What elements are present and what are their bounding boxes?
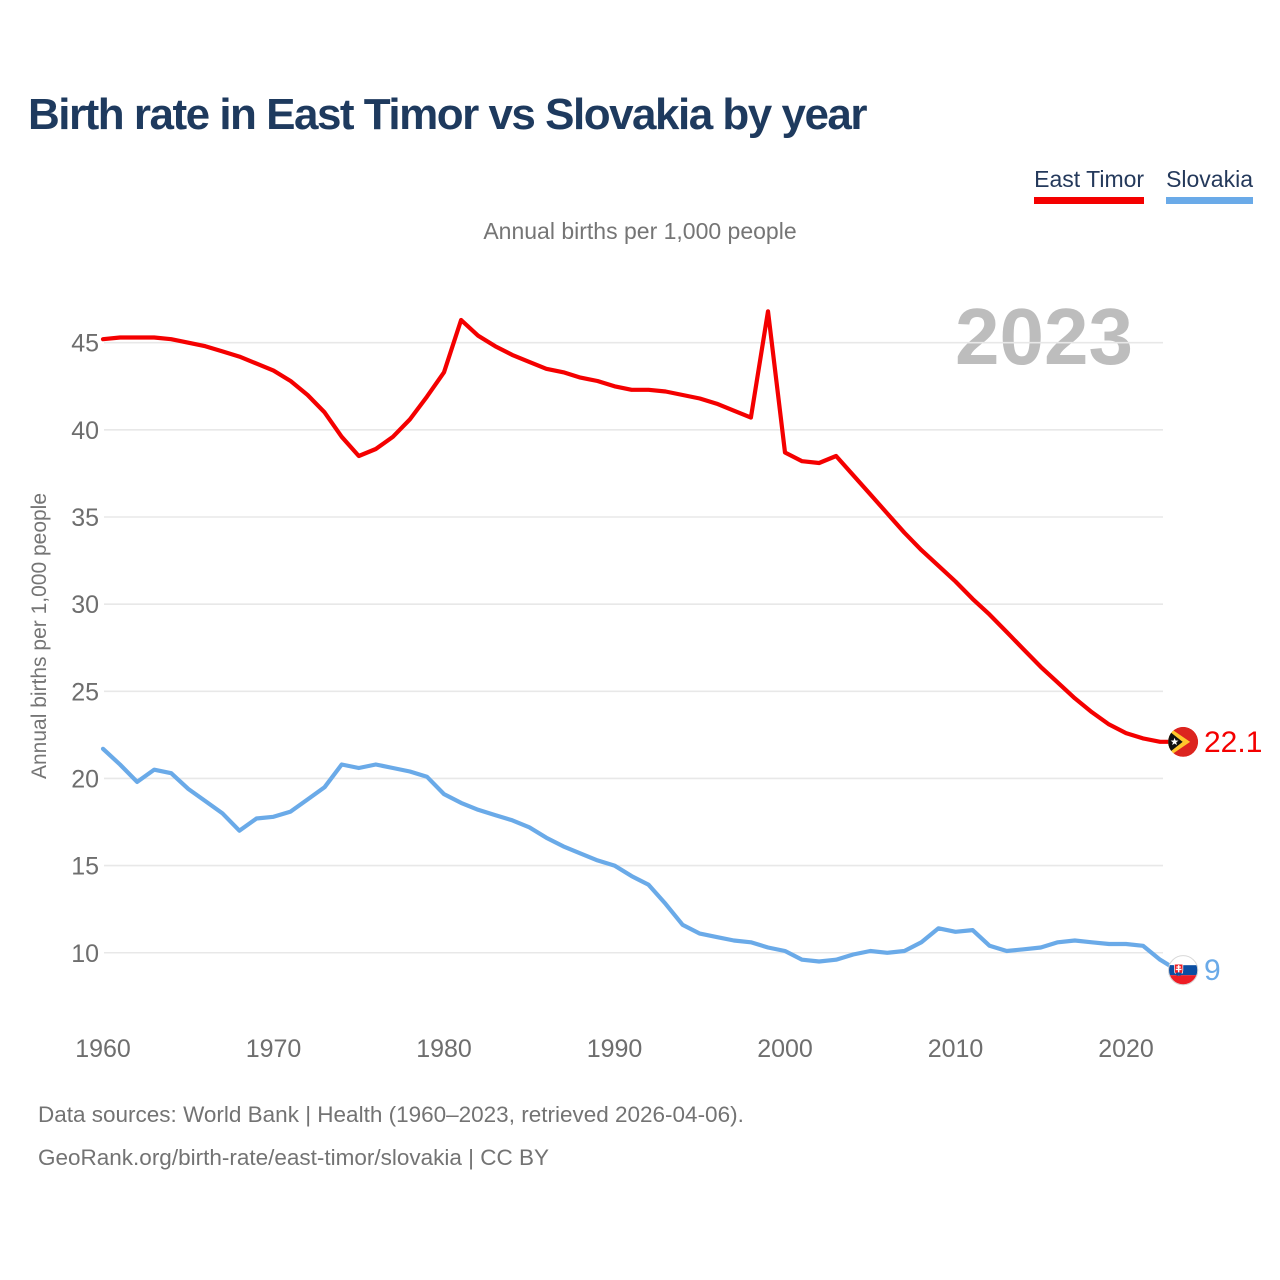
flag-icon-slovakia xyxy=(1168,955,1199,986)
x-tick-label-1960: 1960 xyxy=(75,1035,131,1063)
legend-color-bar xyxy=(1166,197,1253,204)
footer-data-sources: Data sources: World Bank | Health (1960–… xyxy=(38,1102,744,1127)
y-tick-label-35: 35 xyxy=(71,504,99,532)
footer-attribution: GeoRank.org/birth-rate/east-timor/slovak… xyxy=(38,1145,550,1170)
flag-icon-east-timor xyxy=(1168,726,1199,757)
legend-item-east-timor[interactable]: East Timor xyxy=(1034,166,1145,204)
y-tick-label-20: 20 xyxy=(71,765,99,793)
y-tick-label-25: 25 xyxy=(71,678,99,706)
watermark-year: 2023 xyxy=(955,292,1133,381)
x-tick-label-1980: 1980 xyxy=(416,1035,472,1063)
legend-label: East Timor xyxy=(1034,166,1145,192)
y-tick-label-45: 45 xyxy=(71,330,99,358)
legend-color-bar xyxy=(1034,197,1145,204)
chart-subtitle: Annual births per 1,000 people xyxy=(483,218,797,244)
y-tick-label-40: 40 xyxy=(71,417,99,445)
series-line-east-timor xyxy=(100,309,1180,744)
x-tick-label-2020: 2020 xyxy=(1098,1035,1154,1063)
series-line-slovakia xyxy=(100,746,1180,973)
y-axis-title: Annual births per 1,000 people xyxy=(28,493,51,779)
x-tick-label-1970: 1970 xyxy=(246,1035,302,1063)
end-value-label-east-timor: 22.1 xyxy=(1204,726,1262,759)
legend: East Timor Slovakia xyxy=(1034,166,1253,204)
x-tick-label-2000: 2000 xyxy=(757,1035,813,1063)
end-value-label-slovakia: 9 xyxy=(1204,954,1221,987)
x-tick-label-1990: 1990 xyxy=(587,1035,643,1063)
y-tick-label-30: 30 xyxy=(71,591,99,619)
legend-item-slovakia[interactable]: Slovakia xyxy=(1166,166,1253,204)
x-tick-label-2010: 2010 xyxy=(928,1035,984,1063)
page-title: Birth rate in East Timor vs Slovakia by … xyxy=(28,90,868,139)
legend-label: Slovakia xyxy=(1166,166,1253,192)
y-tick-label-10: 10 xyxy=(71,940,99,968)
y-tick-label-15: 15 xyxy=(71,853,99,881)
